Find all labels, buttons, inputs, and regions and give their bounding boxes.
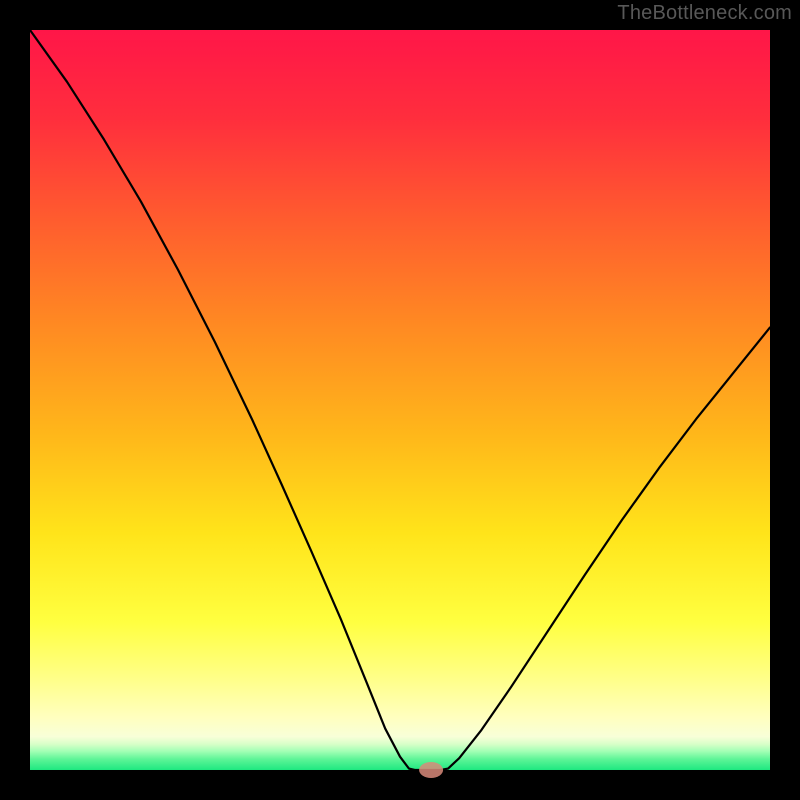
watermark-text: TheBottleneck.com xyxy=(617,2,792,25)
optimum-marker xyxy=(419,762,443,778)
chart-container: TheBottleneck.com xyxy=(0,0,800,800)
bottleneck-chart-svg xyxy=(0,0,800,800)
plot-gradient-area xyxy=(30,30,770,770)
